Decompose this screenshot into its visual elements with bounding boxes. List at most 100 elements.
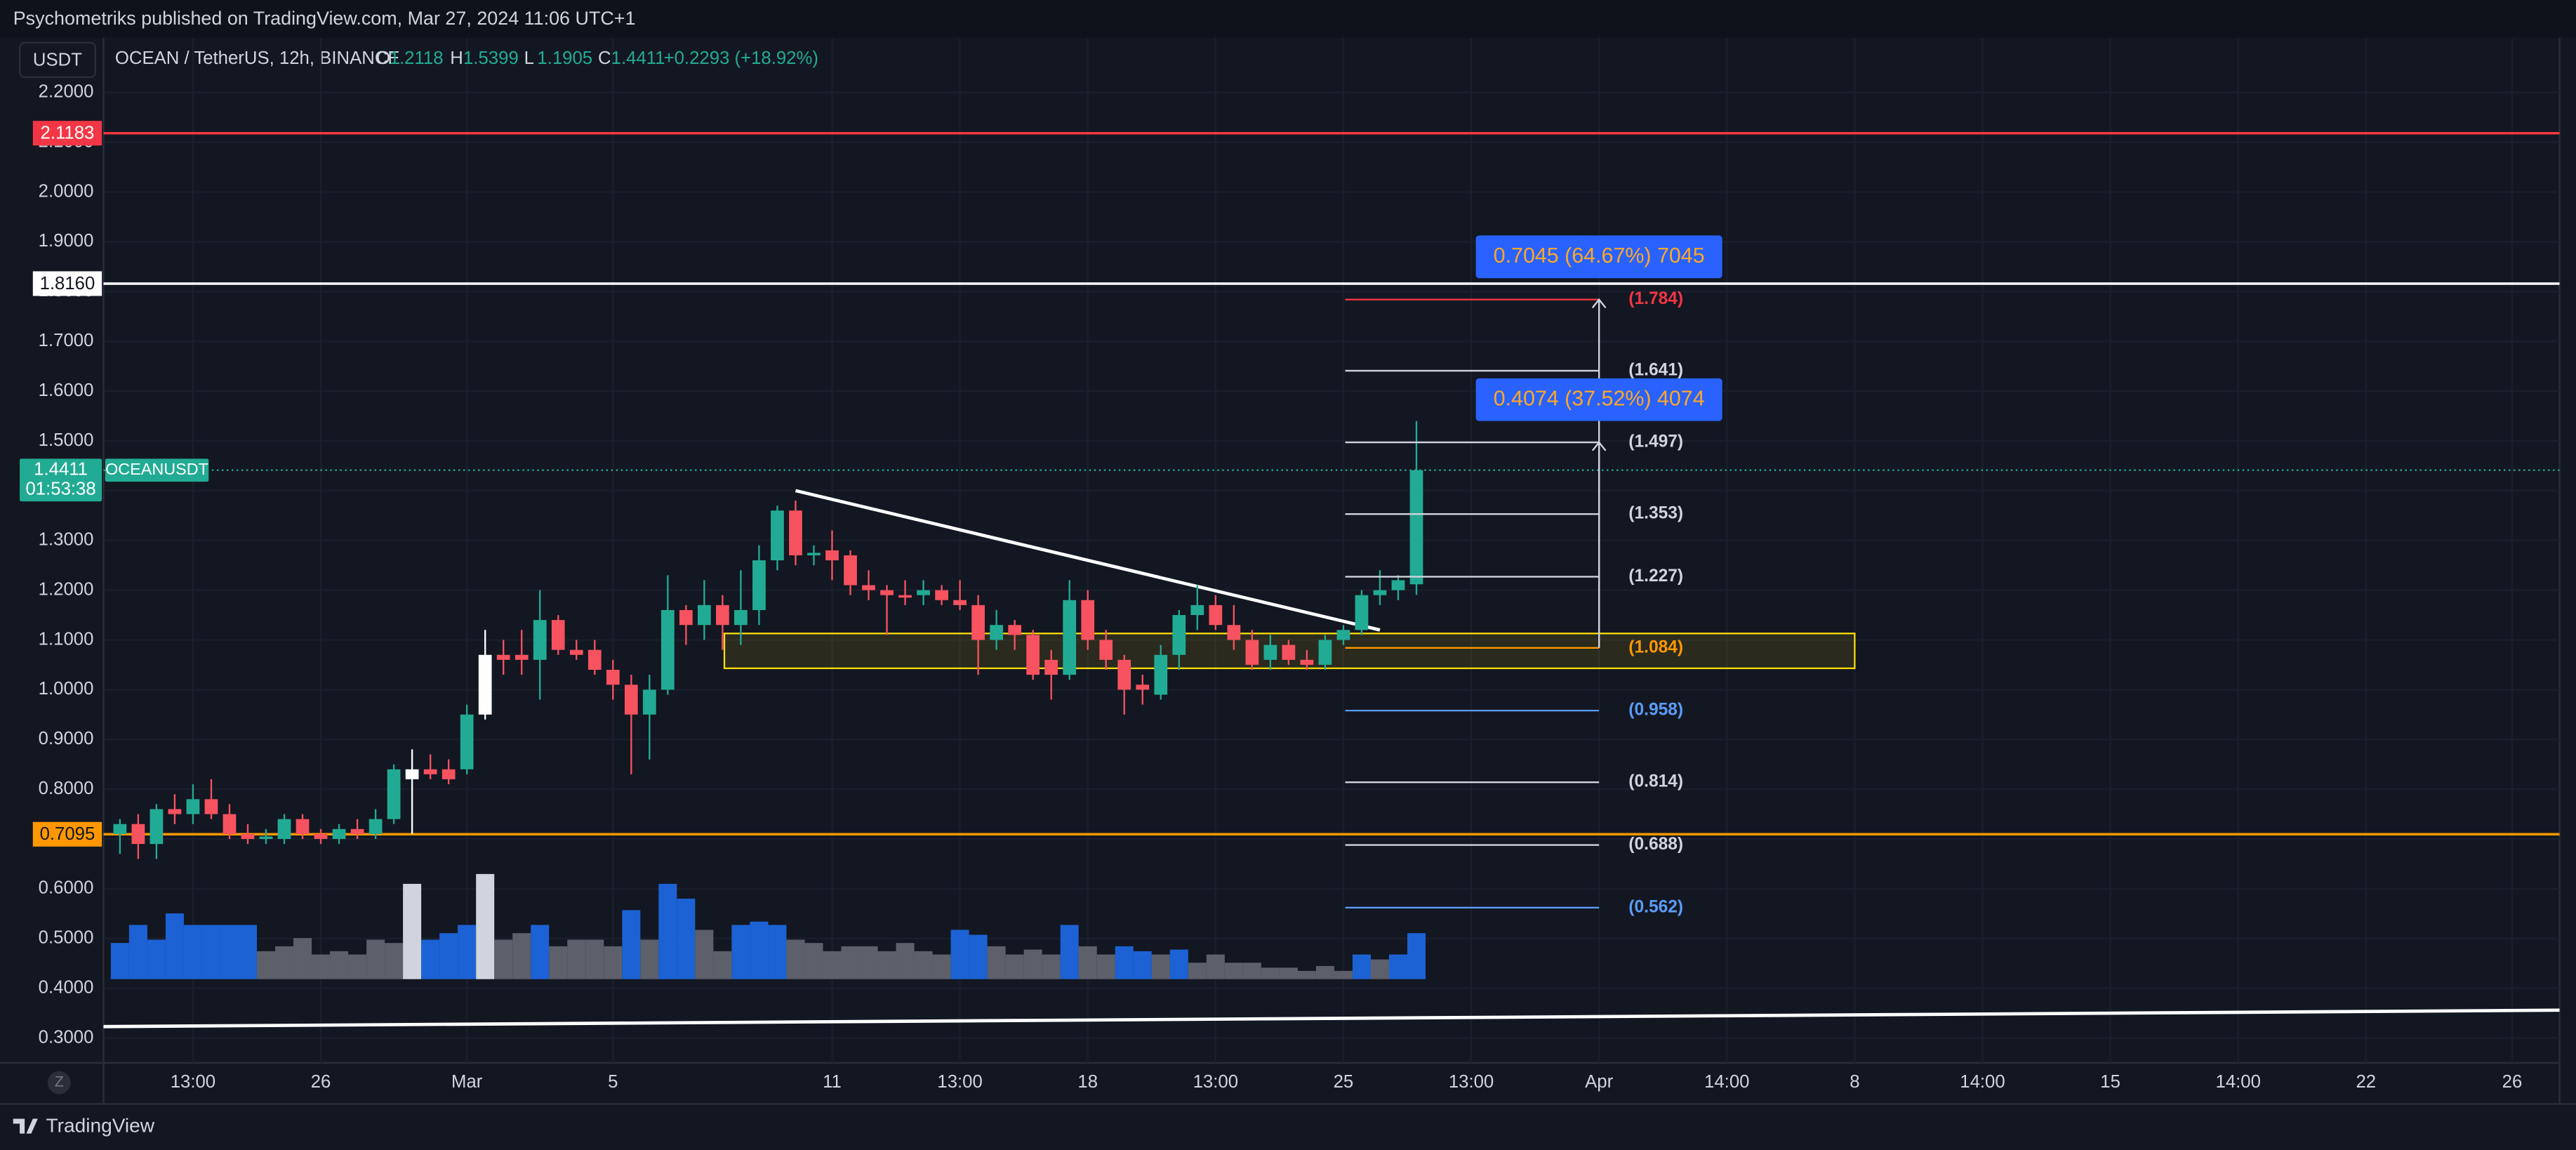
candle-body bbox=[423, 769, 437, 774]
volume-bar bbox=[859, 946, 878, 979]
volume-bar bbox=[786, 939, 805, 979]
candle-body bbox=[332, 828, 346, 840]
candle-body bbox=[296, 819, 310, 834]
candle-body bbox=[131, 824, 145, 845]
change: +0.2293 (+18.92%) bbox=[664, 48, 818, 68]
candle-body bbox=[1008, 625, 1022, 635]
last-price-label: 1.4411 bbox=[34, 460, 88, 480]
volume-bar bbox=[1279, 967, 1298, 979]
volume-bar bbox=[877, 951, 896, 979]
currency-button-label[interactable]: USDT bbox=[33, 50, 82, 70]
y-tick-label: 1.1000 bbox=[39, 629, 94, 649]
volume-bar bbox=[1315, 965, 1334, 979]
fib-label: (1.227) bbox=[1628, 567, 1683, 586]
price-label-box bbox=[32, 271, 102, 296]
fib-label: (1.084) bbox=[1628, 637, 1683, 656]
candle-body bbox=[1355, 595, 1369, 630]
measure-box bbox=[1475, 235, 1722, 279]
measure-label: 0.4074 (37.52%) 4074 bbox=[1494, 386, 1705, 410]
x-tick-label: 11 bbox=[823, 1072, 842, 1092]
candle-body bbox=[917, 590, 930, 595]
y-tick-label: 1.5000 bbox=[39, 430, 94, 450]
candle-body bbox=[587, 649, 602, 670]
candle-body bbox=[204, 799, 218, 814]
y-tick-label: 0.6000 bbox=[39, 878, 94, 898]
zoom-button-label[interactable]: Z bbox=[55, 1074, 64, 1090]
candle-body bbox=[314, 833, 328, 840]
x-tick-label: 25 bbox=[1334, 1072, 1354, 1092]
countdown-label: 01:53:38 bbox=[26, 480, 96, 499]
y-tick-label: 0.5000 bbox=[39, 928, 94, 948]
volume-bar bbox=[1133, 951, 1152, 979]
volume-bar bbox=[366, 939, 385, 979]
candle-body bbox=[862, 585, 875, 590]
volume-bar bbox=[201, 925, 220, 979]
volume-bar bbox=[421, 939, 440, 979]
candle-body bbox=[1245, 640, 1259, 665]
fib-label: (1.784) bbox=[1628, 289, 1683, 308]
volume-bar bbox=[622, 910, 641, 979]
candle-body bbox=[1227, 625, 1241, 640]
candle-body bbox=[1373, 590, 1387, 595]
volume-bar bbox=[1005, 954, 1024, 979]
candle-body bbox=[825, 550, 839, 561]
x-tick-label: 13:00 bbox=[1193, 1072, 1238, 1092]
trend-line bbox=[103, 1008, 2560, 1029]
candle-body bbox=[935, 590, 948, 600]
x-tick-label: 26 bbox=[311, 1072, 331, 1092]
volume-bar bbox=[1407, 933, 1426, 979]
volume-bar bbox=[1370, 959, 1389, 979]
volume-bar bbox=[823, 951, 842, 979]
volume-bar bbox=[1388, 954, 1407, 979]
volume-bar bbox=[713, 951, 732, 979]
fib-label: (0.814) bbox=[1628, 772, 1683, 791]
x-tick-label: 13:00 bbox=[171, 1072, 215, 1092]
ohlc-key: C bbox=[598, 48, 611, 68]
candle-body bbox=[168, 809, 182, 814]
volume-bar bbox=[220, 925, 239, 979]
zoom-button[interactable] bbox=[47, 1071, 71, 1095]
x-tick-label: 22 bbox=[2356, 1072, 2377, 1092]
volume-bar bbox=[640, 939, 659, 979]
x-tick-label: 14:00 bbox=[2216, 1072, 2261, 1092]
volume-bar bbox=[275, 946, 294, 979]
ohlc-value: 1.1905 bbox=[537, 48, 592, 68]
candle-body bbox=[1209, 604, 1223, 626]
volume-bar bbox=[987, 946, 1006, 979]
candle-body bbox=[478, 654, 492, 715]
candle-body bbox=[1300, 659, 1314, 665]
candle-body bbox=[241, 833, 255, 840]
candle-body bbox=[460, 714, 474, 769]
price-label: 2.1183 bbox=[41, 124, 95, 143]
x-tick-label: 14:00 bbox=[1960, 1072, 2005, 1092]
candle-body bbox=[642, 689, 656, 715]
candle-body bbox=[405, 769, 419, 779]
volume-bar bbox=[896, 943, 915, 979]
ohlc-key: L bbox=[524, 48, 534, 68]
currency-button[interactable] bbox=[18, 41, 96, 79]
volume-bar bbox=[238, 925, 257, 979]
price-label-box bbox=[32, 121, 102, 146]
volume-bar bbox=[385, 943, 404, 979]
x-tick-label: Mar bbox=[451, 1072, 483, 1092]
ohlc-value: 1.2118 bbox=[390, 48, 444, 68]
candle-body bbox=[369, 819, 383, 834]
candle-body bbox=[624, 685, 638, 715]
candle-body bbox=[277, 819, 291, 840]
volume-bar bbox=[1334, 970, 1353, 979]
fib-label: (0.958) bbox=[1628, 701, 1683, 720]
candle-body bbox=[1409, 470, 1423, 585]
candle-body bbox=[880, 590, 894, 595]
volume-bar bbox=[1023, 949, 1042, 979]
candle-body bbox=[752, 560, 766, 610]
candle-body bbox=[533, 620, 547, 660]
candle-body bbox=[698, 604, 711, 626]
volume-bar bbox=[458, 925, 477, 979]
volume-bar bbox=[439, 933, 458, 979]
symbol-line: OCEAN / TetherUS, 12h, BINANCE bbox=[115, 48, 400, 68]
volume-bar bbox=[256, 951, 276, 979]
volume-bar bbox=[950, 930, 969, 979]
volume-bar bbox=[1096, 954, 1115, 979]
volume-bar bbox=[549, 946, 568, 979]
